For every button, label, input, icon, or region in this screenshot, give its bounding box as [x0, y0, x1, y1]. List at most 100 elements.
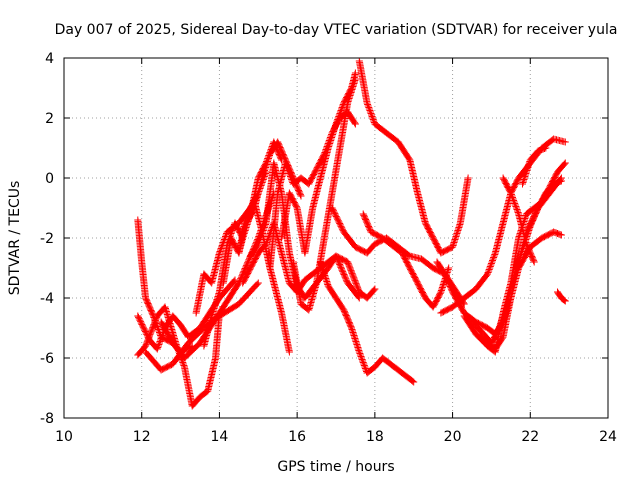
- data-point-markers: [317, 258, 332, 288]
- data-point-markers: [328, 204, 347, 235]
- data-point-markers: [522, 240, 538, 266]
- series-trace-25: [519, 144, 550, 188]
- data-point-markers: [554, 159, 569, 176]
- x-tick-label: 20: [444, 429, 462, 445]
- data-point-markers: [449, 295, 467, 311]
- data-point-markers: [367, 228, 385, 241]
- data-point-markers: [526, 148, 541, 164]
- series-trace-15: [317, 258, 418, 386]
- data-point-markers: [192, 272, 208, 317]
- data-point-markers: [200, 314, 215, 350]
- y-tick-label: -8: [40, 411, 54, 427]
- y-tick-label: -2: [40, 231, 54, 247]
- x-axis-label: GPS time / hours: [277, 459, 394, 475]
- x-tick-label: 16: [288, 429, 306, 445]
- data-point-markers: [534, 144, 550, 155]
- data-point-markers: [538, 184, 553, 206]
- data-point-markers: [142, 313, 161, 350]
- chart-title: Day 007 of 2025, Sidereal Day-to-day VTE…: [55, 22, 618, 38]
- data-point-markers: [184, 325, 207, 347]
- data-point-markers: [215, 280, 242, 317]
- data-point-markers: [437, 304, 455, 317]
- data-point-markers: [484, 251, 499, 278]
- y-axis-label: SDTVAR / TECUs: [7, 181, 23, 296]
- data-point-markers: [421, 219, 436, 241]
- data-point-markers: [134, 343, 149, 359]
- series-trace-16: [328, 204, 468, 308]
- y-tick-label: 4: [45, 51, 54, 67]
- data-point-markers: [550, 228, 565, 239]
- data-point-markers: [219, 236, 235, 287]
- data-point-markers: [499, 174, 514, 196]
- data-point-markers: [332, 252, 350, 265]
- data-point-markers: [522, 205, 537, 218]
- data-point-markers: [526, 205, 541, 230]
- data-point-markers: [460, 312, 479, 337]
- data-point-markers: [235, 212, 250, 257]
- data-point-markers: [270, 279, 285, 315]
- data-point-markers: [344, 75, 359, 107]
- data-point-markers: [134, 216, 146, 264]
- data-point-markers: [507, 189, 522, 216]
- data-point-markers: [371, 120, 389, 136]
- data-point-markers: [363, 99, 378, 126]
- data-point-markers: [472, 271, 491, 293]
- data-point-markers: [363, 285, 379, 302]
- data-point-markers: [157, 361, 175, 374]
- data-point-markers: [169, 339, 187, 361]
- data-point-markers: [557, 294, 569, 305]
- data-point-markers: [429, 289, 444, 311]
- data-point-markers: [181, 363, 196, 408]
- data-point-markers: [328, 146, 344, 197]
- data-point-markers: [313, 236, 328, 287]
- data-point-markers: [554, 288, 565, 301]
- data-point-markers: [383, 129, 401, 145]
- data-series: [134, 57, 569, 410]
- data-point-markers: [266, 191, 282, 272]
- data-point-markers: [348, 324, 363, 354]
- data-point-markers: [301, 206, 316, 257]
- data-point-markers: [456, 174, 472, 227]
- data-point-markers: [235, 279, 262, 308]
- data-point-markers: [305, 281, 320, 314]
- data-point-markers: [247, 250, 262, 272]
- data-point-markers: [429, 234, 444, 256]
- data-point-markers: [472, 318, 490, 331]
- data-point-markers: [363, 241, 378, 257]
- data-point-markers: [491, 311, 507, 356]
- data-point-markers: [278, 309, 293, 356]
- data-point-markers: [208, 290, 223, 320]
- data-point-markers: [460, 286, 479, 302]
- y-tick-label: 2: [45, 111, 54, 127]
- data-point-markers: [305, 166, 320, 188]
- data-point-markers: [324, 282, 339, 301]
- x-tick-label: 14: [211, 429, 229, 445]
- data-point-markers: [363, 364, 378, 377]
- data-point-markers: [491, 221, 507, 257]
- data-point-markers: [468, 318, 487, 337]
- data-point-markers: [359, 210, 374, 235]
- x-tick-label: 22: [521, 429, 539, 445]
- data-point-markers: [336, 101, 351, 152]
- data-point-markers: [402, 372, 418, 386]
- data-point-markers: [550, 135, 569, 146]
- data-point-markers: [406, 156, 421, 195]
- data-point-markers: [386, 360, 401, 373]
- data-point-markers: [247, 241, 261, 260]
- data-point-markers: [258, 152, 273, 182]
- data-point-markers: [340, 228, 358, 250]
- y-tick-label: -4: [40, 291, 54, 307]
- data-point-markers: [340, 306, 355, 331]
- data-point-markers: [239, 265, 254, 287]
- data-point-markers: [379, 354, 393, 367]
- x-tick-label: 10: [55, 429, 73, 445]
- series-trace-17: [355, 57, 472, 257]
- data-point-markers: [184, 325, 203, 341]
- data-point-markers: [433, 258, 448, 277]
- data-point-markers: [507, 236, 522, 287]
- series-trace-14: [289, 75, 359, 314]
- x-tick-label: 12: [133, 429, 151, 445]
- data-point-markers: [398, 249, 413, 271]
